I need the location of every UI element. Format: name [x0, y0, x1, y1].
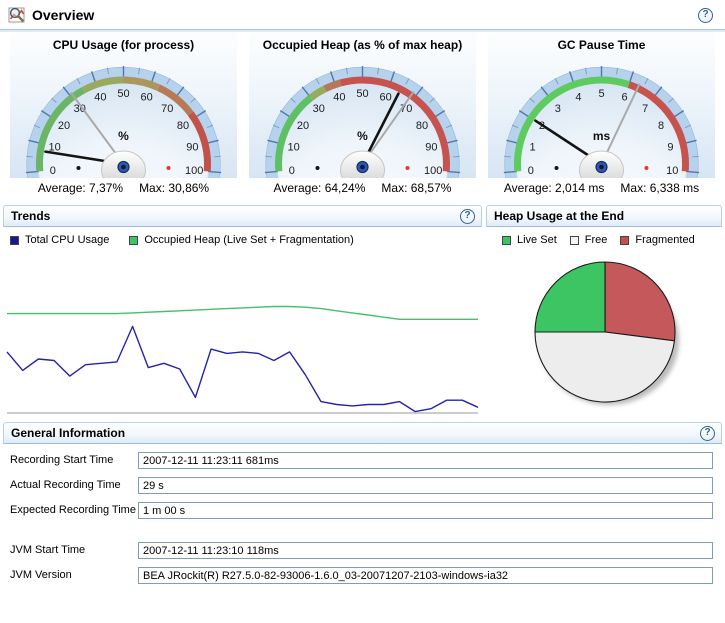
average-value: Average: 64,24%	[273, 181, 366, 195]
legend-item-free: Free	[569, 234, 608, 246]
legend-label: Live Set	[517, 234, 557, 246]
svg-text:%: %	[357, 129, 368, 143]
svg-text:8: 8	[658, 120, 664, 132]
svg-text:100: 100	[185, 165, 203, 177]
gauge-stats-heap: Average: 64,24% Max: 68,57%	[249, 181, 476, 195]
help-icon[interactable]: ?	[698, 8, 713, 23]
title-bar: Overview ?	[0, 0, 725, 30]
legend-label: Free	[584, 234, 608, 246]
gauge-stats-gc: Average: 2,014 ms Max: 6,338 ms	[488, 181, 715, 195]
svg-text:0: 0	[50, 165, 56, 177]
svg-text:4: 4	[575, 92, 581, 104]
total-cpu-swatch	[10, 235, 19, 245]
svg-text:80: 80	[416, 120, 428, 132]
heap-panel-header: Heap Usage at the End	[486, 205, 722, 227]
recording-start-time-field[interactable]	[138, 452, 713, 469]
max-value: Max: 6,338 ms	[620, 181, 700, 195]
gauge-occupied-heap: Occupied Heap (as % of max heap) 0 10 20 30…	[249, 32, 476, 178]
legend-item-total-cpu: Total CPU Usage	[10, 234, 109, 246]
jvm-start-time-field[interactable]	[138, 542, 713, 559]
average-value: Average: 2,014 ms	[503, 181, 605, 195]
heap-usage-pie-chart	[534, 261, 679, 405]
recording-start-time-label: Recording Start Time	[10, 454, 114, 466]
legend-item-occupied-heap: Occupied Heap (Live Set + Fragmentation)	[129, 234, 354, 246]
jvm-start-time-label: JVM Start Time	[10, 544, 86, 556]
general-info-title: General Information	[11, 426, 126, 440]
svg-text:3: 3	[555, 103, 561, 115]
gauge-title: GC Pause Time	[557, 38, 646, 52]
svg-text:5: 5	[598, 88, 604, 100]
free-swatch	[569, 235, 579, 245]
svg-text:50: 50	[117, 88, 129, 100]
occupied-heap-swatch	[129, 235, 139, 245]
svg-text:10: 10	[666, 165, 678, 177]
trends-legend: Total CPU Usage Occupied Heap (Live Set …	[10, 234, 354, 246]
legend-label: Occupied Heap (Live Set + Fragmentation)	[144, 234, 354, 246]
max-value: Max: 30,86%	[139, 181, 210, 195]
svg-text:%: %	[118, 129, 129, 143]
actual-recording-time-field[interactable]	[138, 477, 713, 494]
svg-text:80: 80	[177, 120, 189, 132]
svg-text:1: 1	[530, 142, 536, 154]
svg-text:90: 90	[425, 142, 437, 154]
legend-label: Total CPU Usage	[25, 234, 110, 246]
svg-text:90: 90	[186, 142, 198, 154]
gauge-stats-cpu: Average: 7,37% Max: 30,86%	[10, 181, 237, 195]
trends-line-chart	[6, 305, 479, 414]
svg-text:100: 100	[424, 165, 442, 177]
help-icon[interactable]: ?	[460, 208, 475, 224]
svg-text:ms: ms	[593, 129, 611, 143]
general-info-panel-header: General Information ?	[3, 422, 722, 444]
svg-text:40: 40	[94, 92, 106, 104]
live-set-swatch	[502, 235, 511, 245]
cpu-usage-dial: 0 10 20 30 40 50 60 70 80 90 100%	[25, 66, 222, 178]
svg-text:0: 0	[528, 165, 534, 177]
svg-text:6: 6	[622, 92, 628, 104]
legend-item-fragmented: Fragmented	[620, 234, 695, 246]
help-icon[interactable]: ?	[700, 425, 715, 441]
trends-title: Trends	[11, 209, 51, 223]
svg-text:40: 40	[333, 92, 345, 104]
gc-pause-time-dial: 012345678910ms	[503, 66, 700, 178]
svg-text:10: 10	[48, 142, 60, 154]
svg-text:10: 10	[287, 142, 299, 154]
svg-text:7: 7	[642, 103, 648, 115]
gauge-cpu-usage: CPU Usage (for process) 0 10 20 30 40 50 60 70 8…	[10, 32, 237, 178]
expected-recording-time-field[interactable]	[138, 502, 713, 519]
heap-legend: Live Set Free Fragmented	[502, 234, 695, 246]
gauge-title: CPU Usage (for process)	[52, 38, 195, 52]
trends-panel-header: Trends ?	[3, 205, 482, 227]
average-value: Average: 7,37%	[37, 181, 124, 195]
actual-recording-time-label: Actual Recording Time	[10, 479, 121, 491]
svg-text:0: 0	[289, 165, 295, 177]
svg-text:20: 20	[58, 120, 70, 132]
svg-text:20: 20	[297, 120, 309, 132]
heap-title: Heap Usage at the End	[494, 209, 625, 223]
legend-label: Fragmented	[635, 234, 695, 246]
svg-text:60: 60	[379, 92, 391, 104]
svg-text:9: 9	[667, 142, 673, 154]
page-title: Overview	[32, 6, 95, 23]
jvm-version-label: JVM Version	[10, 569, 72, 581]
svg-text:70: 70	[161, 103, 173, 115]
svg-text:50: 50	[356, 88, 368, 100]
fragmented-swatch	[620, 235, 630, 245]
svg-text:60: 60	[140, 92, 152, 104]
svg-text:30: 30	[313, 103, 325, 115]
expected-recording-time-label: Expected Recording Time	[10, 504, 136, 516]
svg-text:30: 30	[74, 103, 86, 115]
gauge-title: Occupied Heap (as % of max heap)	[262, 38, 463, 52]
max-value: Max: 68,57%	[381, 181, 452, 195]
jvm-version-field[interactable]	[138, 567, 713, 584]
legend-item-live-set: Live Set	[502, 234, 557, 246]
gauge-gc-pause-time: GC Pause Time 012345678910ms	[488, 32, 715, 178]
overview-chart-magnifier-icon	[8, 7, 25, 22]
